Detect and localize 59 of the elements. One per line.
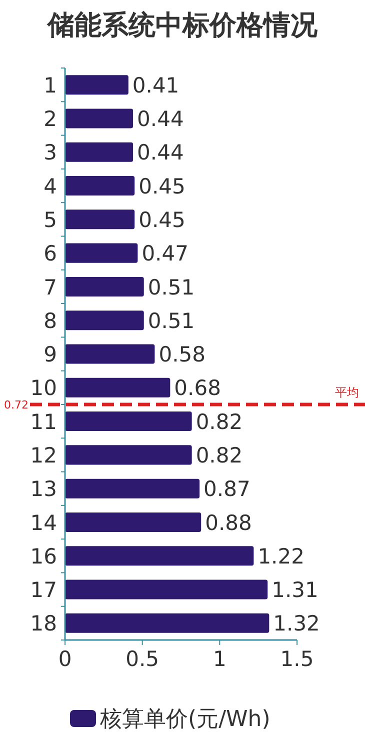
bar [65,378,170,398]
y-tick-label: 9 [44,342,57,367]
data-label: 0.68 [174,376,221,400]
bar [65,412,192,432]
data-label: 0.44 [137,107,184,132]
bar [65,243,138,263]
y-tick-label: 4 [44,174,57,198]
y-tick-label: 5 [44,208,57,232]
y-tick-label: 7 [44,275,57,300]
data-label: 0.51 [148,275,195,300]
bar [65,75,128,95]
data-label: 0.44 [137,140,184,165]
data-label: 0.88 [205,510,252,535]
bar [65,512,202,532]
bar [65,276,144,296]
x-tick-label: 0.5 [126,647,160,671]
y-tick-label: 13 [30,477,57,502]
ref-line-label: 平均 [335,385,359,400]
bar [65,613,270,633]
bar [65,478,200,498]
y-tick-label: 1 [44,73,57,98]
data-label: 0.51 [148,308,195,333]
y-tick-label: 10 [30,376,57,400]
data-label: 0.41 [132,73,180,98]
y-tick-label: 12 [30,444,57,468]
y-tick-label: 2 [44,107,57,132]
data-label: 0.45 [138,174,186,198]
data-label: 0.45 [138,208,186,232]
legend-label: 核算单价(元/Wh) [99,706,270,732]
bar [65,344,155,364]
y-tick-label: 11 [30,410,57,434]
data-label: 0.82 [196,444,243,468]
data-label: 1.31 [272,578,318,602]
data-label: 0.87 [204,477,250,502]
y-tick-label: 8 [44,308,57,333]
data-label: 0.58 [158,342,206,367]
bar [65,580,268,600]
bar [65,546,254,566]
x-tick-label: 1 [212,647,226,671]
y-tick-label: 16 [30,544,57,568]
x-tick-label: 0 [58,647,72,671]
bar [65,210,135,230]
y-tick-label: 14 [30,510,57,535]
x-tick-label: 1.5 [280,647,314,671]
text: 0.72 [4,398,28,412]
bar [65,445,192,465]
data-label: 1.32 [273,612,320,636]
bar [65,176,135,196]
y-tick-label: 6 [44,242,57,266]
y-tick-label: 18 [30,612,57,636]
data-label: 0.47 [142,242,188,266]
y-tick-label: 3 [44,140,57,165]
data-label: 1.22 [258,544,304,568]
bar [65,142,134,162]
bar [65,310,144,330]
bar [65,108,134,128]
y-tick-label: 17 [30,578,57,602]
chart-title: 储能系统中标价格情况 [46,10,318,41]
data-label: 0.82 [196,410,243,434]
